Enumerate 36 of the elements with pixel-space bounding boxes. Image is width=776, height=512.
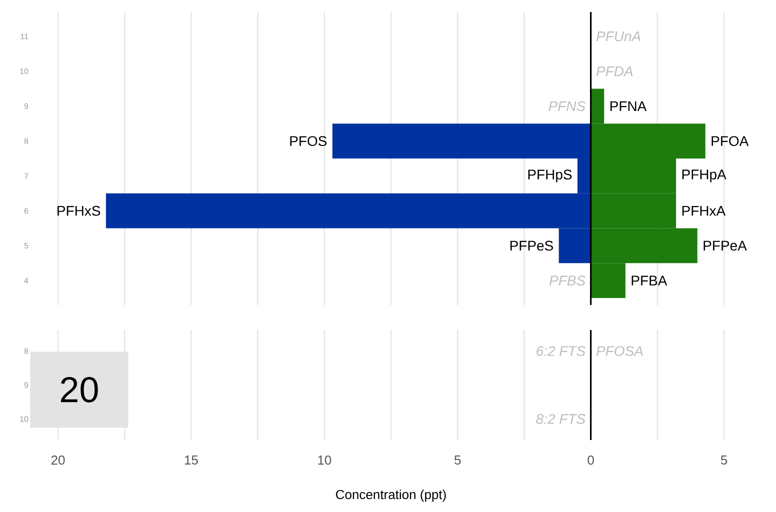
- annotation: PFOA: [712, 136, 749, 146]
- annotation: PFNS: [548, 101, 586, 112]
- y-tick-label: 9: [24, 103, 28, 110]
- annotation: PFOS: [290, 136, 327, 146]
- y-tick-label: 11: [20, 34, 28, 40]
- annotation: PFHxA: [682, 206, 726, 216]
- y-tick-label: 5: [24, 242, 28, 248]
- annotation: PFPeA: [704, 240, 747, 251]
- x-tick-label: 5: [720, 456, 728, 465]
- x-tick-label: 10: [318, 456, 332, 465]
- y-tick-label: 10: [20, 68, 28, 74]
- annotation: PFHpS: [528, 170, 572, 182]
- annotation: PFNA: [610, 101, 647, 111]
- y-tick-label: 8: [24, 138, 28, 144]
- annotation: 8:2 FTS: [536, 414, 586, 424]
- annotation: PFHxS: [58, 206, 100, 216]
- x-tick-label: 0: [588, 456, 594, 465]
- annotation: PFDA: [596, 66, 633, 76]
- x-tick-label: 20: [51, 456, 65, 465]
- annotation: PFBA: [632, 276, 668, 286]
- y-tick-label: 8: [24, 348, 28, 354]
- annotation: 20: [61, 376, 98, 402]
- annotation: PFHpA: [682, 170, 726, 182]
- y-tick-label: 4: [24, 278, 28, 284]
- y-tick-label: 10: [20, 416, 28, 422]
- y-tick-label: 6: [24, 208, 28, 214]
- annotation: PFPeS: [510, 240, 553, 251]
- annotation: 6:2 FTS: [536, 346, 586, 356]
- annotation: PFBS: [549, 276, 586, 286]
- y-tick-label: 7: [24, 173, 28, 179]
- annotation: PFOSA: [596, 346, 643, 356]
- x-axis-title: Concentration (ppt): [336, 490, 446, 502]
- x-tick-label: 15: [184, 456, 198, 465]
- y-tick-label: 9: [24, 382, 28, 388]
- annotation: PFUnA: [596, 32, 640, 42]
- x-tick-label: 5: [454, 456, 461, 465]
